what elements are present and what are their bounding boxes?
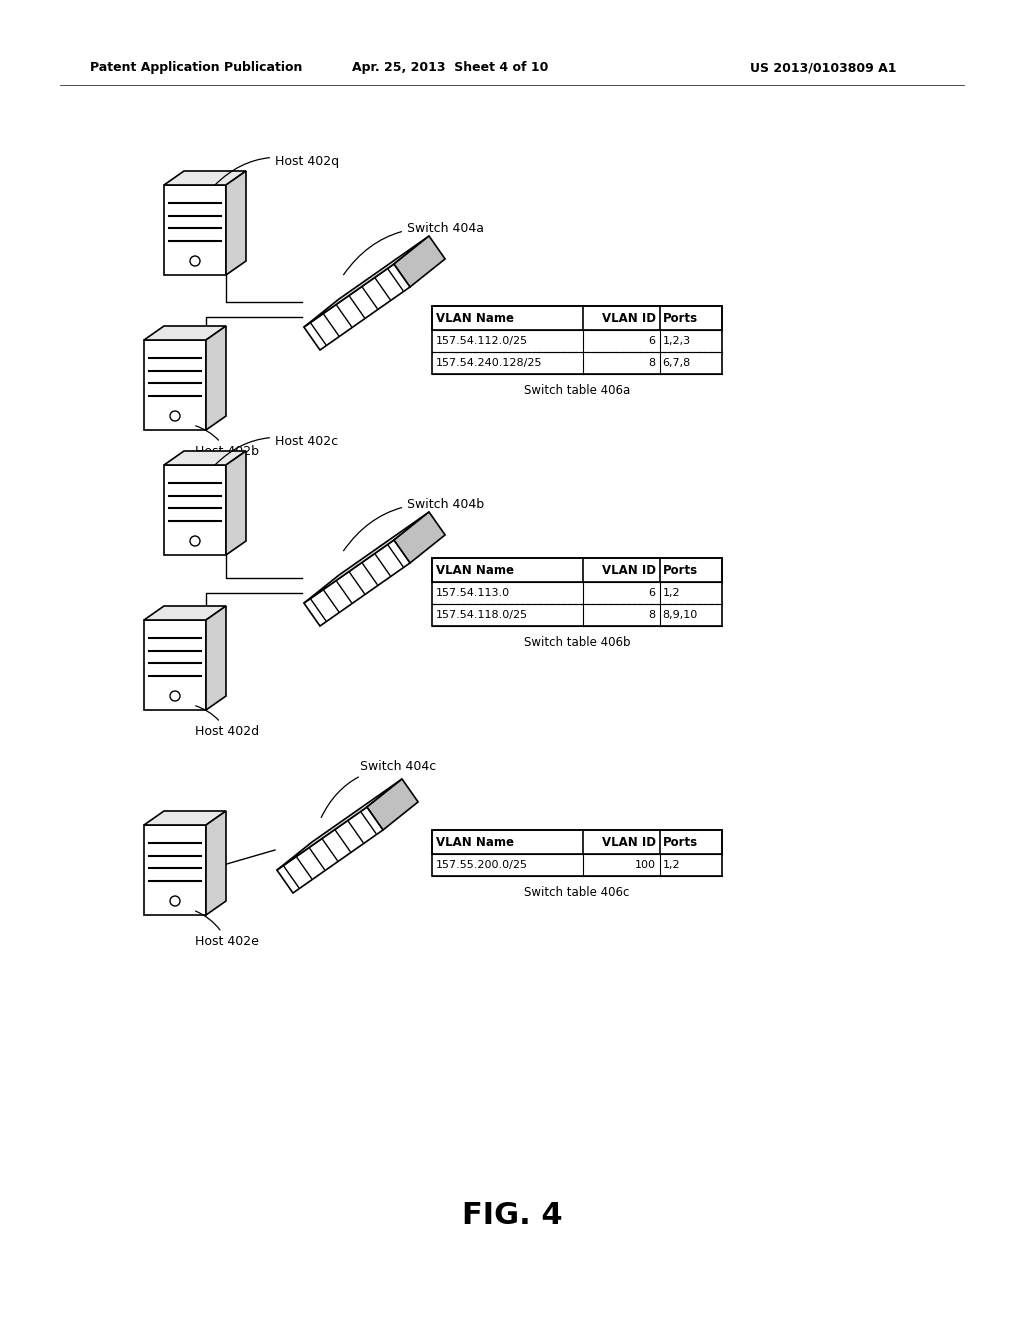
- Bar: [432, 352, 722, 374]
- Polygon shape: [164, 172, 246, 185]
- Text: VLAN ID: VLAN ID: [602, 836, 655, 849]
- Polygon shape: [144, 620, 206, 710]
- Polygon shape: [304, 236, 429, 327]
- Polygon shape: [367, 779, 418, 830]
- Polygon shape: [226, 451, 246, 554]
- Polygon shape: [304, 512, 429, 603]
- Bar: [432, 605, 722, 626]
- Text: Switch table 406c: Switch table 406c: [524, 886, 630, 899]
- Polygon shape: [394, 512, 445, 562]
- Text: 8: 8: [648, 358, 655, 368]
- Text: Host 402b: Host 402b: [195, 426, 259, 458]
- Polygon shape: [144, 326, 226, 341]
- Polygon shape: [206, 810, 226, 915]
- Text: Ports: Ports: [663, 312, 697, 325]
- Polygon shape: [276, 807, 383, 894]
- Bar: [432, 306, 722, 330]
- Text: 157.54.118.0/25: 157.54.118.0/25: [436, 610, 528, 620]
- Text: 6: 6: [648, 587, 655, 598]
- Bar: [432, 830, 722, 876]
- Polygon shape: [144, 606, 226, 620]
- Text: VLAN ID: VLAN ID: [602, 564, 655, 577]
- Text: 1,2,3: 1,2,3: [663, 337, 691, 346]
- Bar: [432, 306, 722, 374]
- Text: 6,7,8: 6,7,8: [663, 358, 691, 368]
- Bar: [432, 558, 722, 582]
- Polygon shape: [144, 825, 206, 915]
- Polygon shape: [226, 172, 246, 275]
- Bar: [432, 558, 722, 626]
- Text: VLAN Name: VLAN Name: [436, 564, 514, 577]
- Text: Host 402d: Host 402d: [195, 706, 259, 738]
- Text: 8: 8: [648, 610, 655, 620]
- Text: 1,2: 1,2: [663, 861, 680, 870]
- Text: Switch 404c: Switch 404c: [322, 760, 436, 817]
- Text: 100: 100: [635, 861, 655, 870]
- Text: Switch table 406b: Switch table 406b: [523, 635, 630, 648]
- Polygon shape: [144, 341, 206, 430]
- Bar: [432, 330, 722, 352]
- Text: VLAN ID: VLAN ID: [602, 312, 655, 325]
- Polygon shape: [206, 326, 226, 430]
- Polygon shape: [304, 540, 410, 626]
- Text: VLAN Name: VLAN Name: [436, 836, 514, 849]
- Text: 157.54.113.0: 157.54.113.0: [436, 587, 510, 598]
- Polygon shape: [164, 451, 246, 465]
- Text: Switch 404a: Switch 404a: [344, 222, 484, 275]
- Text: Ports: Ports: [663, 836, 697, 849]
- Text: 157.54.112.0/25: 157.54.112.0/25: [436, 337, 528, 346]
- Text: Ports: Ports: [663, 564, 697, 577]
- Text: 8,9,10: 8,9,10: [663, 610, 698, 620]
- Bar: [432, 582, 722, 605]
- Polygon shape: [144, 810, 226, 825]
- Text: 6: 6: [648, 337, 655, 346]
- Text: US 2013/0103809 A1: US 2013/0103809 A1: [750, 62, 896, 74]
- Bar: [432, 830, 722, 854]
- Text: Host 402c: Host 402c: [215, 436, 338, 465]
- Bar: [432, 854, 722, 876]
- Polygon shape: [206, 606, 226, 710]
- Text: VLAN Name: VLAN Name: [436, 312, 514, 325]
- Polygon shape: [164, 185, 226, 275]
- Polygon shape: [164, 465, 226, 554]
- Text: 1,2: 1,2: [663, 587, 680, 598]
- Polygon shape: [394, 236, 445, 286]
- Text: Switch 404b: Switch 404b: [344, 498, 484, 550]
- Polygon shape: [276, 779, 402, 870]
- Text: FIG. 4: FIG. 4: [462, 1200, 562, 1229]
- Text: Switch table 406a: Switch table 406a: [524, 384, 630, 396]
- Polygon shape: [304, 264, 410, 350]
- Text: 157.54.240.128/25: 157.54.240.128/25: [436, 358, 543, 368]
- Text: 157.55.200.0/25: 157.55.200.0/25: [436, 861, 528, 870]
- Text: Host 402e: Host 402e: [195, 911, 259, 948]
- Text: Host 402q: Host 402q: [215, 154, 339, 185]
- Text: Patent Application Publication: Patent Application Publication: [90, 62, 302, 74]
- Text: Apr. 25, 2013  Sheet 4 of 10: Apr. 25, 2013 Sheet 4 of 10: [352, 62, 548, 74]
